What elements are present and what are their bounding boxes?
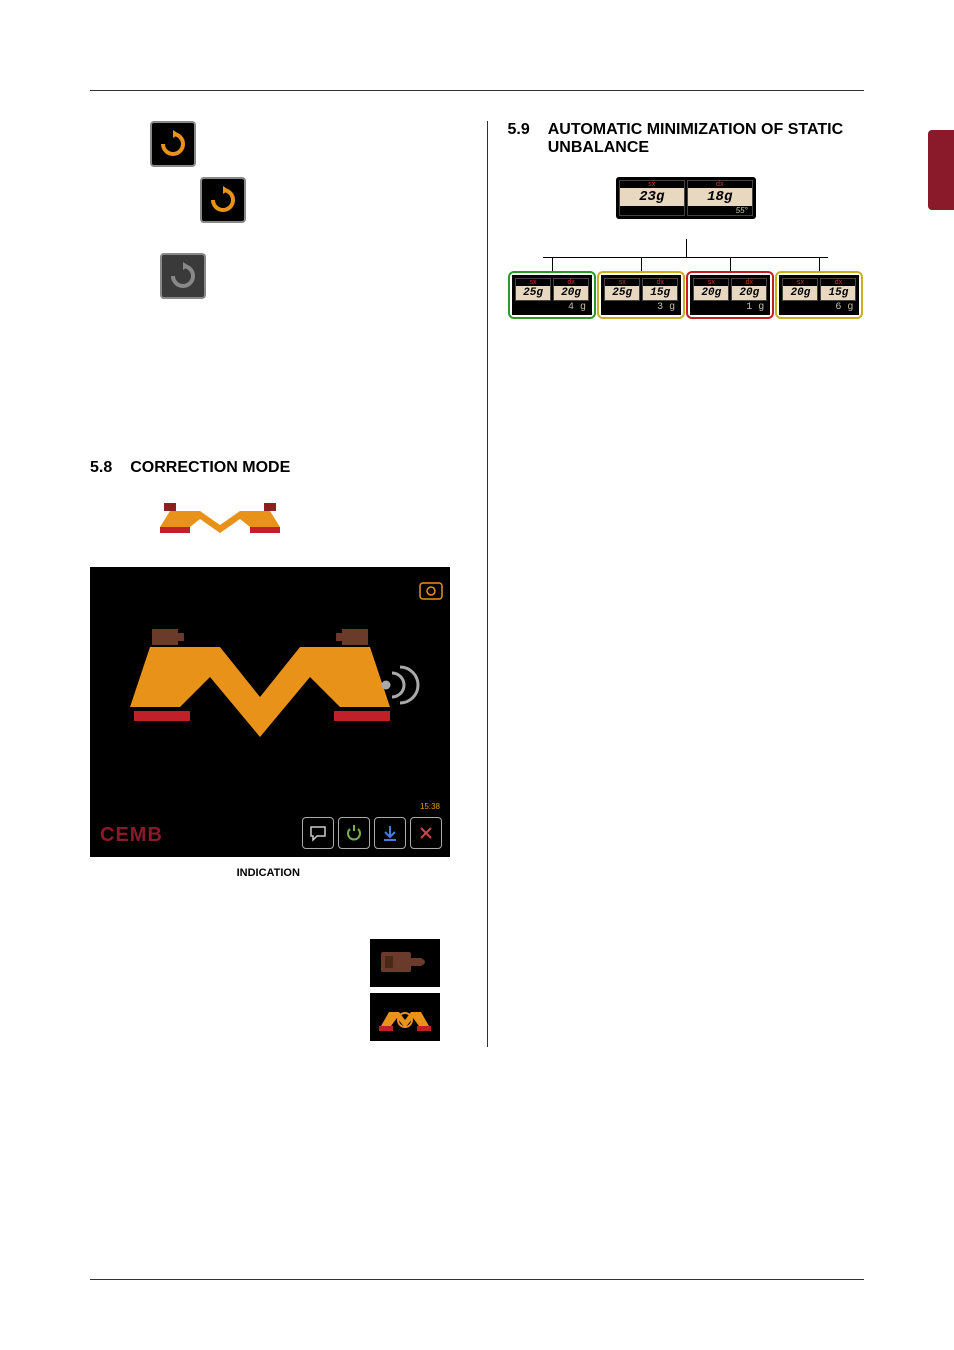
- dx-label: dx: [821, 279, 855, 286]
- option-branch: sx20gdx20g1 g: [686, 257, 775, 319]
- sx-value: 23g: [620, 188, 684, 206]
- download-icon[interactable]: [374, 817, 406, 849]
- option-card: sx25g dx20g 4 g: [508, 271, 596, 319]
- option-branch: sx20g dx15g 6 g: [775, 257, 864, 319]
- rotation-icon: [150, 121, 196, 167]
- section-number: 5.8: [90, 459, 112, 477]
- screen-button-bar: [302, 817, 442, 849]
- clock-time: 15:38: [420, 802, 440, 811]
- section-5-8-heading: 5.8 CORRECTION MODE: [90, 459, 447, 477]
- icon-row-2: [200, 177, 447, 223]
- initial-result-display: sx 23g dx 18g 55°: [616, 177, 756, 219]
- dx-value: 15g: [821, 286, 855, 300]
- indication-caption: INDICATION: [90, 867, 447, 879]
- dx-value: 15g: [643, 286, 677, 300]
- icon-row-3: [160, 253, 447, 299]
- document-page: 5.8 CORRECTION MODE: [0, 0, 954, 1350]
- section-5-9-heading: 5.9 AUTOMATIC MINIMIZATION OF STATIC UNB…: [508, 121, 865, 157]
- close-icon[interactable]: [410, 817, 442, 849]
- option-card: sx20gdx20g1 g: [686, 271, 774, 319]
- dx-label: dx: [643, 279, 677, 286]
- brand-logo: CEMB: [100, 824, 163, 847]
- sx-label: sx: [516, 279, 550, 286]
- rotation-icon: [200, 177, 246, 223]
- option-branch: sx25g dx15g 3 g: [597, 257, 686, 319]
- bottom-rule: [90, 1279, 864, 1280]
- right-column: 5.9 AUTOMATIC MINIMIZATION OF STATIC UNB…: [487, 121, 865, 1047]
- dx-label: dx: [554, 279, 588, 286]
- sx-value: 25g: [605, 286, 639, 300]
- static-residual: 4 g: [514, 302, 590, 313]
- angle-value: 55°: [688, 206, 752, 215]
- tool-icon[interactable]: [338, 817, 370, 849]
- adhesive-weight-diagram: [370, 993, 440, 1041]
- icon-row-1: [150, 121, 447, 167]
- section-number: 5.9: [508, 121, 530, 157]
- sx-value: 25g: [516, 286, 550, 300]
- top-rule: [90, 90, 864, 91]
- left-column: 5.8 CORRECTION MODE: [90, 121, 447, 1047]
- correction-diagram-small: [150, 497, 290, 547]
- sx-label: sx: [694, 279, 728, 286]
- sx-label: sx: [620, 181, 684, 188]
- rotation-icon: [160, 253, 206, 299]
- balancer-screen: 15:38 CEMB: [90, 567, 450, 857]
- dx-value: 20g: [554, 286, 588, 300]
- option-card: sx20g dx15g 6 g: [775, 271, 863, 319]
- sx-value: 20g: [694, 286, 728, 300]
- dx-label: dx: [688, 181, 752, 188]
- sx-label: sx: [783, 279, 817, 286]
- sx-value: 20g: [783, 286, 817, 300]
- option-card: sx25g dx15g 3 g: [597, 271, 685, 319]
- section-title: CORRECTION MODE: [130, 459, 290, 477]
- clip-weight-diagram: [370, 939, 440, 987]
- static-residual: 6 g: [781, 302, 857, 313]
- option-branch: sx25g dx20g 4 g: [508, 257, 597, 319]
- dx-value: 18g: [688, 188, 752, 206]
- speech-icon[interactable]: [302, 817, 334, 849]
- static-residual: 3 g: [603, 302, 679, 313]
- options-tree: sx25gdx20g4 gsx25gdx15g3 gsx20gdx20g1 gs…: [508, 239, 865, 369]
- static-residual: 1 g: [692, 302, 768, 313]
- dx-label: dx: [732, 279, 766, 286]
- sx-label: sx: [605, 279, 639, 286]
- dx-value: 20g: [732, 286, 766, 300]
- section-title: AUTOMATIC MINIMIZATION OF STATIC UNBALAN…: [548, 121, 864, 157]
